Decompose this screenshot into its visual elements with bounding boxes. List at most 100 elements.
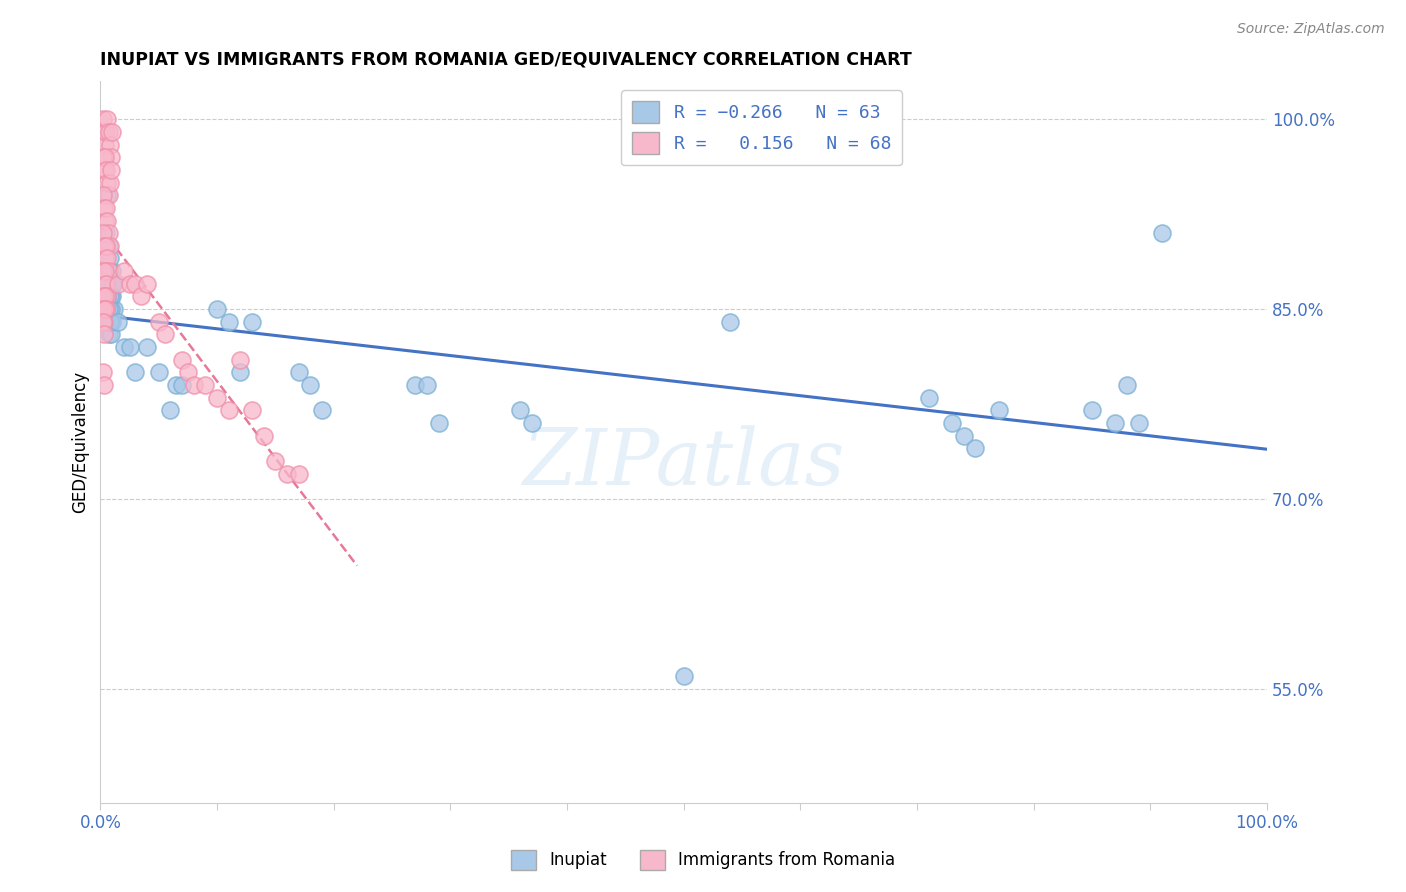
Point <box>917 391 939 405</box>
Point <box>165 378 187 392</box>
Point <box>94 264 117 278</box>
Point <box>97 239 120 253</box>
Point <box>96 188 118 202</box>
Point <box>103 277 125 291</box>
Point <box>98 239 121 253</box>
Legend: R = −0.266   N = 63, R =   0.156   N = 68: R = −0.266 N = 63, R = 0.156 N = 68 <box>621 90 903 165</box>
Point <box>96 213 118 227</box>
Point <box>97 302 120 317</box>
Point <box>136 340 159 354</box>
Point <box>94 302 117 317</box>
Point <box>100 162 122 177</box>
Point <box>91 226 114 240</box>
Point <box>103 277 125 291</box>
Point <box>177 365 200 379</box>
Point <box>240 315 263 329</box>
Point <box>107 315 129 329</box>
Point <box>96 226 118 240</box>
Point <box>94 264 117 278</box>
Point <box>183 378 205 392</box>
Point <box>93 327 115 342</box>
Point <box>91 289 114 303</box>
Point <box>103 302 125 317</box>
Point <box>96 201 118 215</box>
Point <box>93 162 115 177</box>
Point <box>100 302 122 317</box>
Point <box>124 277 146 291</box>
Point <box>229 365 252 379</box>
Point <box>1081 403 1104 417</box>
Point <box>129 289 152 303</box>
Point <box>1128 416 1150 430</box>
Point <box>101 315 124 329</box>
Point <box>96 289 118 303</box>
Point <box>101 289 124 303</box>
Point <box>509 403 531 417</box>
Point <box>427 416 450 430</box>
Point <box>98 289 121 303</box>
Point <box>148 365 170 379</box>
Point <box>94 252 117 266</box>
Point <box>253 428 276 442</box>
Point <box>96 302 118 317</box>
Point <box>100 277 122 291</box>
Point <box>91 264 114 278</box>
Point <box>416 378 439 392</box>
Point <box>101 125 124 139</box>
Point <box>100 289 122 303</box>
Point <box>96 289 118 303</box>
Point <box>96 239 118 253</box>
Point <box>205 302 228 317</box>
Point <box>941 416 963 430</box>
Point <box>91 315 114 329</box>
Point <box>287 365 309 379</box>
Point <box>91 112 114 127</box>
Point <box>93 239 115 253</box>
Point <box>98 137 121 152</box>
Point <box>96 277 118 291</box>
Point <box>93 315 115 329</box>
Point <box>93 201 115 215</box>
Point <box>94 213 117 227</box>
Point <box>520 416 543 430</box>
Point <box>93 378 115 392</box>
Point <box>97 277 120 291</box>
Point <box>153 327 176 342</box>
Point <box>97 327 120 342</box>
Point <box>276 467 298 481</box>
Point <box>404 378 426 392</box>
Point <box>96 289 118 303</box>
Point <box>97 125 120 139</box>
Text: INUPIAT VS IMMIGRANTS FROM ROMANIA GED/EQUIVALENCY CORRELATION CHART: INUPIAT VS IMMIGRANTS FROM ROMANIA GED/E… <box>100 51 912 69</box>
Point <box>205 391 228 405</box>
Point <box>299 378 322 392</box>
Point <box>218 315 240 329</box>
Point <box>96 252 118 266</box>
Legend: Inupiat, Immigrants from Romania: Inupiat, Immigrants from Romania <box>503 843 903 877</box>
Point <box>952 428 974 442</box>
Point <box>311 403 333 417</box>
Text: Source: ZipAtlas.com: Source: ZipAtlas.com <box>1237 22 1385 37</box>
Point <box>229 352 252 367</box>
Point <box>1150 226 1173 240</box>
Point <box>287 467 309 481</box>
Point <box>118 340 141 354</box>
Point <box>718 315 741 329</box>
Point <box>96 277 118 291</box>
Point <box>96 125 118 139</box>
Point <box>96 112 118 127</box>
Point <box>672 669 695 683</box>
Point <box>91 150 114 164</box>
Point <box>264 454 287 468</box>
Point <box>91 302 114 317</box>
Point <box>94 137 117 152</box>
Point <box>136 277 159 291</box>
Point <box>240 403 263 417</box>
Point <box>93 277 115 291</box>
Point <box>965 442 987 456</box>
Point <box>107 277 129 291</box>
Y-axis label: GED/Equivalency: GED/Equivalency <box>72 371 89 513</box>
Point <box>159 403 181 417</box>
Point <box>148 315 170 329</box>
Point <box>1116 378 1139 392</box>
